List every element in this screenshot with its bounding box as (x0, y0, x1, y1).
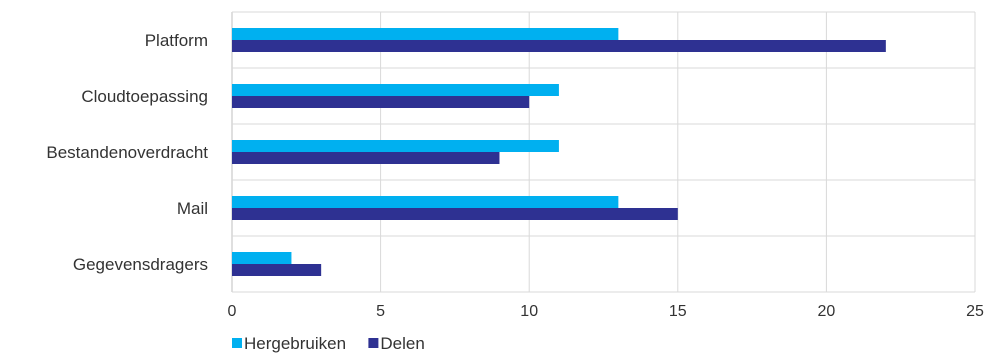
x-tick-label: 10 (520, 303, 538, 320)
x-tick-label: 20 (818, 303, 836, 320)
x-tick-labels: 0 5 10 15 20 25 (228, 303, 984, 320)
x-tick-label: 5 (376, 303, 385, 320)
bar-hergebruiken-cloudtoepassing (232, 84, 559, 96)
legend-swatch-delen (368, 338, 379, 348)
category-label: Mail (177, 199, 208, 218)
gridlines (231, 11, 976, 293)
bars (232, 28, 886, 276)
bar-hergebruiken-mail (232, 196, 619, 208)
bar-delen-cloudtoepassing (232, 96, 530, 108)
category-label: Platform (145, 31, 208, 50)
bar-hergebruiken-platform (232, 28, 619, 40)
x-tick-label: 0 (228, 303, 237, 320)
x-tick-label: 25 (966, 303, 984, 320)
x-tick-label: 15 (669, 303, 687, 320)
bar-delen-platform (232, 40, 886, 52)
category-label: Gegevensdragers (73, 255, 208, 274)
legend: Hergebruiken Delen (232, 334, 425, 353)
legend-label-delen: Delen (380, 334, 424, 353)
bar-delen-gegevensdragers (232, 264, 322, 276)
category-label: Cloudtoepassing (81, 87, 208, 106)
legend-swatch-hergebruiken (232, 338, 242, 348)
bar-delen-bestandenoverdracht (232, 152, 500, 164)
bar-hergebruiken-gegevensdragers (232, 252, 292, 264)
category-labels: Platform Cloudtoepassing Bestandenoverdrac… (46, 31, 208, 274)
bar-delen-mail (232, 208, 678, 220)
legend-label-hergebruiken: Hergebruiken (244, 334, 346, 353)
category-label: Bestandenoverdracht (46, 143, 208, 162)
bar-hergebruiken-bestandenoverdracht (232, 140, 559, 152)
